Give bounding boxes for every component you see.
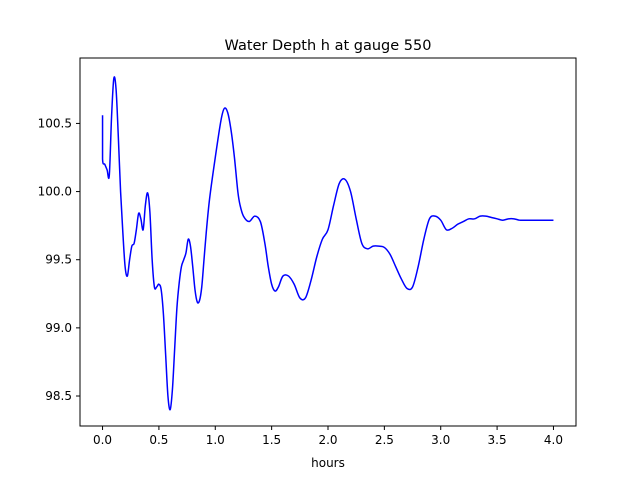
x-tick-label: 0.5	[149, 433, 168, 447]
y-tick-label: 100.5	[38, 116, 72, 130]
x-tick-label: 3.0	[431, 433, 450, 447]
x-tick-label: 0.0	[93, 433, 112, 447]
x-tick-label: 2.0	[318, 433, 337, 447]
plot-area	[101, 76, 554, 411]
x-axis-label: hours	[311, 456, 345, 470]
y-tick-label: 100.0	[38, 185, 72, 199]
x-axis: 0.0 0.5 1.0 1.5 2.0 2.5 3.0 3.5 4.0	[93, 426, 563, 447]
y-tick-label: 99.0	[45, 321, 72, 335]
y-tick-label: 99.5	[45, 253, 72, 267]
x-tick-label: 4.0	[544, 433, 563, 447]
x-tick-label: 3.5	[488, 433, 507, 447]
x-tick-label: 1.0	[206, 433, 225, 447]
x-tick-label: 2.5	[375, 433, 394, 447]
x-tick-label: 1.5	[262, 433, 281, 447]
y-tick-label: 98.5	[45, 389, 72, 403]
series-line	[101, 76, 554, 411]
chart-title: Water Depth h at gauge 550	[225, 38, 432, 54]
y-axis: 98.5 99.0 99.5 100.0 100.5	[38, 116, 80, 403]
